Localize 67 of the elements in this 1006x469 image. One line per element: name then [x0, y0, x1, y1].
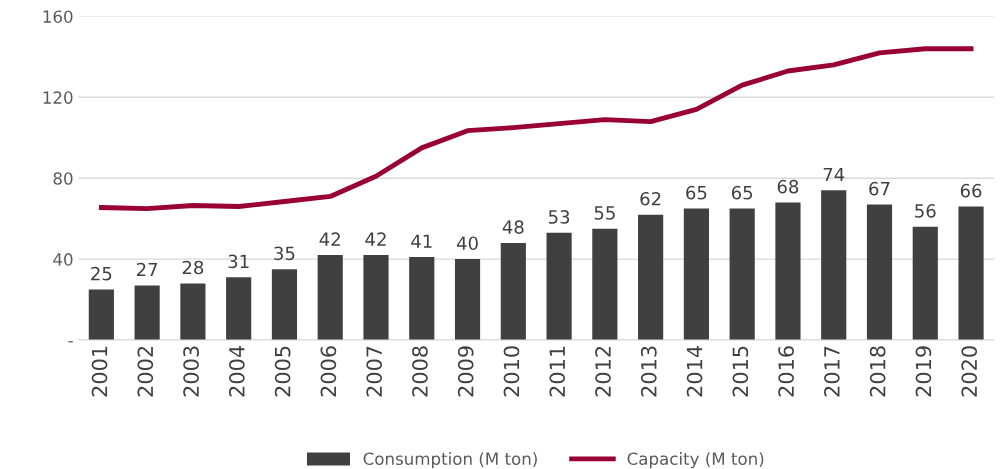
x-tick-label: 2005	[274, 346, 291, 397]
data-label: 68	[777, 179, 799, 194]
x-tick-label: 2006	[320, 346, 337, 397]
x-tick-label: 2003	[183, 346, 199, 397]
data-label: 42	[365, 232, 386, 246]
x-tick-label: 2019	[915, 346, 932, 397]
x-tick-label: 2008	[412, 346, 428, 397]
bar	[88, 289, 114, 341]
legend-label: Capacity (M ton)	[627, 452, 764, 469]
x-tick-label: 2014	[686, 346, 703, 397]
x-tick-label: 2015	[732, 346, 749, 397]
x-tick-label: 2013	[640, 346, 657, 397]
bar	[912, 226, 938, 341]
bar	[317, 255, 343, 341]
y-tick-label: 40	[53, 253, 73, 266]
bar	[500, 242, 526, 341]
x-tick-label: 2012	[595, 346, 611, 397]
y-tick-label: 120	[43, 91, 73, 104]
data-label: 62	[640, 191, 661, 206]
bar	[958, 206, 984, 341]
legend-label: Consumption (M ton)	[363, 452, 537, 469]
bar	[226, 277, 252, 341]
x-tick-label: 2016	[778, 346, 794, 397]
data-label: 25	[91, 266, 112, 281]
bar	[729, 208, 755, 341]
y-tick-label: 160	[43, 10, 73, 23]
bar	[134, 285, 160, 341]
data-label: 40	[456, 236, 478, 251]
bar	[638, 214, 664, 341]
bar	[546, 232, 572, 341]
x-tick-label: 2010	[503, 346, 520, 397]
data-label: 53	[548, 210, 570, 224]
x-tick-label: 2007	[366, 346, 383, 397]
bar	[775, 202, 801, 341]
data-label: 48	[502, 220, 524, 234]
y-tick-label: -	[68, 341, 73, 343]
x-tick-label: 2011	[549, 346, 566, 397]
bar	[821, 190, 847, 341]
data-label: 31	[228, 254, 249, 269]
x-tick-label: 2017	[824, 346, 840, 397]
data-label: 56	[915, 204, 936, 218]
bar	[592, 228, 618, 341]
bar	[271, 269, 298, 341]
bar	[866, 204, 893, 341]
data-label: 66	[960, 183, 982, 198]
x-tick-label: 2020	[961, 346, 978, 397]
data-label: 67	[869, 181, 890, 196]
data-label: 65	[731, 185, 753, 200]
data-label: 41	[411, 234, 432, 248]
data-label: 55	[594, 206, 615, 220]
bar	[180, 283, 206, 341]
x-tick-label: 2004	[228, 346, 245, 397]
bar	[409, 257, 435, 341]
x-tick-label: 2009	[457, 346, 474, 397]
data-label: 42	[319, 232, 340, 246]
bar	[454, 259, 481, 341]
data-label: 27	[136, 262, 158, 277]
data-label: 28	[182, 260, 204, 275]
x-tick-label: 2018	[869, 346, 886, 397]
bar	[683, 208, 709, 341]
bar	[363, 255, 389, 341]
y-tick-label: 80	[53, 172, 73, 185]
x-tick-label: 2002	[137, 346, 154, 397]
data-label: 74	[823, 167, 845, 182]
x-tick-label: 2001	[91, 346, 108, 397]
data-label: 65	[686, 185, 707, 200]
data-label: 35	[274, 246, 295, 261]
